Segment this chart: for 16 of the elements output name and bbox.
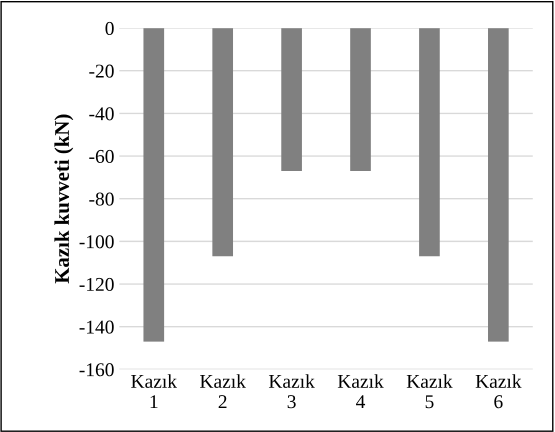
y-tick-label: -80 — [89, 192, 114, 206]
y-tick-label: -40 — [89, 107, 114, 120]
y-tick-label: -20 — [89, 64, 114, 78]
x-tick-label: Kazık 4 — [338, 374, 384, 408]
y-tick-label: 0 — [105, 22, 114, 36]
y-tick-label: -100 — [80, 235, 114, 248]
y-tick-label: -140 — [80, 320, 114, 334]
x-tick-label: Kazık 6 — [476, 374, 522, 408]
y-tick-label: -160 — [80, 363, 114, 376]
x-tick-label: Kazık 2 — [200, 374, 246, 408]
x-tick-label: Kazık 3 — [268, 374, 315, 408]
y-tick-label: -60 — [89, 150, 114, 163]
x-tick-label: Kazık 1 — [131, 374, 177, 408]
x-tick-label: Kazık 5 — [406, 374, 453, 408]
y-tick-label: -120 — [80, 278, 114, 291]
y-axis-title: Kazık kuvveti (kN) — [54, 114, 74, 284]
